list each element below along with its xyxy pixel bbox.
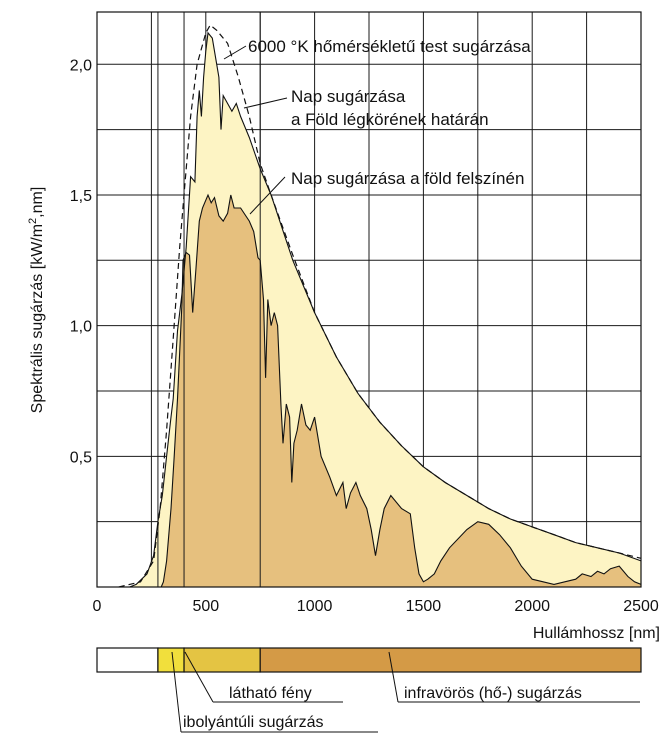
x-axis-label: Hullámhossz [nm]	[533, 625, 660, 642]
x-tick-label: 1500	[406, 598, 442, 615]
area-surface	[161, 195, 641, 587]
legend-infrared-leader	[388, 651, 399, 703]
annotation-surface: Nap sugárzása a föld felszínén	[249, 169, 524, 215]
legend-ultraviolet-leader	[171, 651, 182, 733]
y-axis-label-main: Spektrális sugárzás [kW/m	[29, 224, 46, 413]
y-tick-label: 2,0	[70, 57, 92, 74]
x-tick-label: 0	[93, 598, 102, 615]
legend-ultraviolet: ibolyántúli sugárzás	[171, 651, 378, 733]
x-tick-label: 2000	[514, 598, 550, 615]
spectrum-bar-segment	[183, 647, 261, 673]
y-axis-label-exponent: 2	[27, 218, 39, 224]
spectrum-bar-segment	[157, 647, 185, 673]
spectrum-bar-segment	[259, 647, 642, 673]
annotation-top-of-atmosphere-text-line1: Nap sugárzása	[291, 87, 406, 106]
plot-frame	[96, 11, 642, 588]
x-tick-label: 500	[192, 598, 219, 615]
spectrum-areas	[129, 32, 641, 587]
x-tick-label: 1000	[297, 598, 333, 615]
legend-infrared-text: infravörös (hő-) sugárzás	[404, 685, 582, 702]
legend-visible-light-text: látható fény	[229, 685, 312, 702]
annotation-surface-text: Nap sugárzása a föld felszínén	[291, 169, 524, 188]
plot-border	[96, 11, 642, 588]
spectrum-bar-segment	[96, 647, 159, 673]
annotation-blackbody-leader	[223, 45, 247, 60]
y-tick-label: 1,0	[70, 319, 92, 336]
spectrum-bar	[96, 647, 642, 673]
annotation-top-of-atmosphere-text-line2: a Föld légkörének határán	[291, 110, 489, 129]
y-axis-label-unit: ,nm]	[29, 187, 46, 218]
y-tick-label: 1,5	[70, 188, 92, 205]
spectrum-lines	[118, 12, 642, 588]
y-tick-label: 0,5	[70, 449, 92, 466]
legend-ultraviolet-text: ibolyántúli sugárzás	[183, 714, 324, 731]
annotation-surface-leader	[249, 176, 286, 215]
annotation-blackbody-text: 6000 °K hőmérsékletű test sugárzása	[248, 37, 531, 56]
annotation-top-of-atmosphere-leader	[243, 97, 288, 109]
legend-visible-light-leader	[184, 651, 214, 703]
annotation-top-of-atmosphere: Nap sugárzása a Föld légkörének határán	[243, 87, 489, 129]
legend-infrared: infravörös (hő-) sugárzás	[388, 651, 640, 703]
y-axis-label: Spektrális sugárzás [kW/m2,nm]	[27, 187, 46, 414]
legend-visible-light: látható fény	[184, 651, 343, 703]
line-blackbody-6000k	[118, 24, 642, 588]
annotation-blackbody: 6000 °K hőmérsékletű test sugárzása	[223, 37, 531, 60]
line-surface	[160, 193, 642, 588]
x-tick-label: 2500	[623, 598, 659, 615]
